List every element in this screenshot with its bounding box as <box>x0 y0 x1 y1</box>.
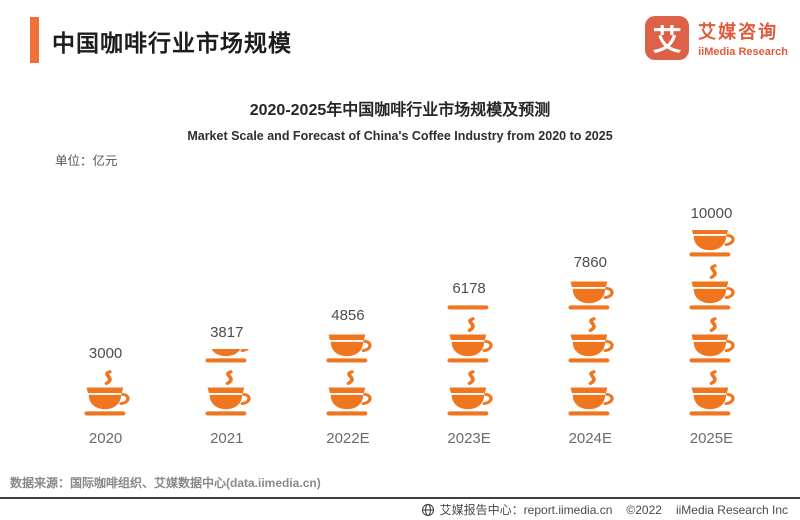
coffee-cup-partial-icon <box>442 305 496 310</box>
chart-title: 2020-2025年中国咖啡行业市场规模及预测 <box>249 102 551 119</box>
cup-stack <box>321 332 375 416</box>
iimedia-logo-icon: 艾 <box>645 16 690 60</box>
coffee-cup-icon <box>321 370 375 416</box>
value-label: 3817 <box>210 324 244 341</box>
chart-column: 6178 2023E <box>409 172 530 447</box>
cup-stack <box>200 349 254 416</box>
header: 中国咖啡行业市场规模 艾 艾媒咨询 iiMedia Research <box>30 16 788 66</box>
logo-name-en: iiMedia Research <box>698 46 788 58</box>
coffee-cup-icon <box>563 317 617 363</box>
chart-columns: 3000 2020 3817 2021 4856 2022E 6178 2023… <box>45 172 772 447</box>
coffee-cup-icon <box>684 264 738 310</box>
year-label: 2025E <box>689 430 734 447</box>
chart-column: 3817 2021 <box>166 172 287 447</box>
coffee-cup-icon <box>684 370 738 416</box>
chart-column: 4856 2022E <box>287 172 408 447</box>
title-accent-bar <box>30 17 39 63</box>
year-label: 2024E <box>568 430 612 447</box>
coffee-cup-icon <box>442 317 496 363</box>
chart-title-block: 2020-2025年中国咖啡行业市场规模及预测 Market Scale and… <box>0 96 800 143</box>
coffee-cup-partial-icon <box>684 230 738 257</box>
footer-report-center: 艾媒报告中心：report.iimedia.cn <box>439 503 613 517</box>
coffee-cup-partial-icon <box>200 349 254 363</box>
chart-subtitle: Market Scale and Forecast of China's Cof… <box>187 129 613 143</box>
value-label: 10000 <box>690 205 733 222</box>
coffee-cup-icon <box>563 370 617 416</box>
footer-bar: 艾媒报告中心：report.iimedia.cn ©2022 iiMedia R… <box>0 497 800 520</box>
value-label: 3000 <box>88 345 123 362</box>
year-label: 2023E <box>447 430 491 447</box>
coffee-cup-icon <box>79 370 133 416</box>
unit-label: 单位：亿元 <box>55 154 118 168</box>
footer-company: iiMedia Research Inc <box>675 502 788 517</box>
coffee-cup-icon <box>442 370 496 416</box>
value-label: 4856 <box>331 307 365 324</box>
logo-text: 艾媒咨询 iiMedia Research <box>698 18 788 58</box>
value-label: 7860 <box>573 254 607 271</box>
cup-stack <box>79 370 133 416</box>
footer-copyright: ©2022 <box>626 502 662 517</box>
source-note: 数据来源：国际咖啡组织、艾媒数据中心(data.iimedia.cn) <box>10 476 321 490</box>
year-label: 2021 <box>210 430 244 447</box>
chart-column: 7860 2024E <box>530 172 651 447</box>
cup-stack <box>563 279 617 416</box>
logo-name-cn: 艾媒咨询 <box>698 22 779 42</box>
chart-column: 10000 2025E <box>651 172 772 447</box>
coffee-cup-partial-icon <box>563 279 617 310</box>
year-label: 2020 <box>88 430 123 447</box>
year-label: 2022E <box>326 430 370 447</box>
cup-stack <box>442 305 496 416</box>
coffee-cup-partial-icon <box>321 332 375 363</box>
page-title: 中国咖啡行业市场规模 <box>52 30 292 56</box>
iimedia-logo: 艾 艾媒咨询 iiMedia Research <box>645 16 788 60</box>
cup-stack <box>684 230 738 416</box>
coffee-cup-icon <box>200 370 254 416</box>
chart-column: 3000 2020 <box>45 172 166 447</box>
globe-icon <box>421 503 435 517</box>
value-label: 6178 <box>452 280 486 297</box>
coffee-cup-icon <box>684 317 738 363</box>
